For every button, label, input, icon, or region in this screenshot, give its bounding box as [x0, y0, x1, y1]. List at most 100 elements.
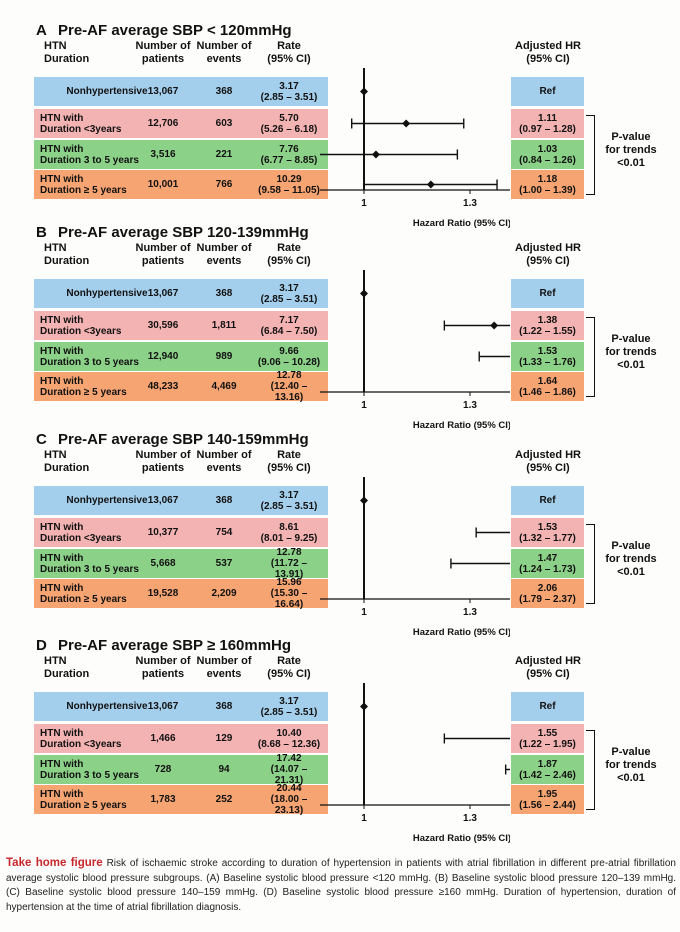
row-label-line: HTN with — [40, 758, 84, 770]
hr-value: Ref — [539, 288, 556, 299]
table-row: HTN with Duration <3years 1,466 129 10.40 (8.… — [34, 724, 328, 753]
rate-cell: 17.42 (14.07 – 21.31) — [256, 753, 322, 786]
rate-value: 9.66 — [279, 345, 299, 357]
header-duration: HTN Duration — [44, 242, 104, 268]
hr-ci: (1.32 – 1.77) — [519, 532, 576, 544]
hr-cell: 1.95 (1.56 – 2.44) — [511, 785, 584, 814]
header-patients: Number of patients — [130, 655, 196, 681]
p-value-line: <0.01 — [617, 157, 645, 169]
hr-cell: 1.64 (1.46 – 1.86) — [511, 372, 584, 401]
rate-value: 5.70 — [279, 112, 299, 124]
events-count: 766 — [215, 179, 233, 190]
rate-ci: (14.07 – 21.31) — [270, 764, 308, 786]
hr-text: 1.47 (1.24 – 1.73) — [511, 549, 584, 578]
row-label-line: HTN with — [40, 143, 84, 155]
events-count: 4,469 — [211, 381, 237, 392]
header-duration-line: Duration — [44, 255, 90, 267]
hr-cell: 1.38 (1.22 – 1.55) — [511, 311, 584, 340]
x-axis-label: Hazard Ratio (95% CI) — [413, 627, 510, 638]
row-label: HTN with Duration ≥ 5 years — [40, 785, 140, 814]
hr-cell: 1.11 (0.97 – 1.28) — [511, 109, 584, 138]
header-adjusted-hr-line: Adjusted HR — [515, 449, 581, 461]
events-count: 129 — [215, 733, 233, 744]
rate-ci: (8.68 – 12.36) — [257, 738, 321, 750]
hr-ci: (1.46 – 1.86) — [519, 386, 576, 398]
x-tick-label: 1.3 — [463, 400, 477, 411]
header-adjusted-hr-line: (95% CI) — [526, 255, 570, 267]
hr-text: 1.95 (1.56 – 2.44) — [511, 785, 584, 814]
hr-cell: 1.53 (1.32 – 1.77) — [511, 518, 584, 547]
hr-text: 1.55 (1.22 – 1.95) — [511, 724, 584, 753]
row-label: HTN with Duration 3 to 5 years — [40, 342, 140, 371]
hr-point — [360, 289, 368, 298]
rate-ci: (2.85 – 3.51) — [260, 91, 318, 103]
events-count: 1,811 — [211, 320, 237, 331]
rate-cell: 12.78 (11.72 – 13.91) — [256, 547, 322, 580]
hr-point — [360, 496, 368, 505]
header-rate-line: Rate — [277, 40, 301, 52]
header-adjusted-hr-line: (95% CI) — [526, 668, 570, 680]
rate-ci: (12.40 – 13.16) — [270, 381, 308, 403]
header-events-line: events — [206, 255, 242, 267]
p-value-line: <0.01 — [617, 566, 645, 578]
hr-text: 2.06 (1.79 – 2.37) — [511, 579, 584, 608]
row-label-line: Duration ≥ 5 years — [40, 386, 127, 398]
events-count: 368 — [215, 701, 233, 712]
row-label-line: Duration ≥ 5 years — [40, 184, 127, 196]
panel-letter: D — [36, 637, 47, 654]
row-label-line: Duration ≥ 5 years — [40, 593, 127, 605]
header-duration-line: HTN — [44, 40, 67, 52]
header-patients: Number of patients — [130, 40, 196, 66]
row-label: HTN with Duration 3 to 5 years — [40, 549, 140, 578]
hr-cell: 1.18 (1.00 – 1.39) — [511, 170, 584, 199]
header-duration-line: HTN — [44, 242, 67, 254]
rate-value: 12.78 — [276, 370, 302, 381]
hr-cell: Ref — [511, 692, 584, 721]
row-label-line: HTN with — [40, 173, 84, 185]
rate-ci: (18.00 – 23.13) — [270, 794, 308, 816]
events-count: 368 — [215, 288, 233, 299]
hr-cell: 2.06 (1.79 – 2.37) — [511, 579, 584, 608]
hr-value: 1.18 — [537, 173, 558, 185]
row-label-line: HTN with — [40, 582, 84, 594]
rate-ci: (2.85 – 3.51) — [260, 706, 318, 718]
header-adjusted-hr: Adjusted HR (95% CI) — [508, 655, 588, 681]
table-row: HTN with Duration 3 to 5 years 728 94 17.42(… — [34, 753, 328, 786]
header-rate: Rate (95% CI) — [256, 449, 322, 475]
hr-cell: 1.03 (0.84 – 1.26) — [511, 140, 584, 169]
hr-point — [426, 180, 435, 189]
hr-point — [371, 150, 380, 159]
table-row: HTN with Duration ≥ 5 years 10,001 766 10.29… — [34, 170, 328, 199]
header-rate-line: (95% CI) — [267, 53, 311, 65]
header-duration: HTN Duration — [44, 449, 104, 475]
header-duration: HTN Duration — [44, 655, 104, 681]
p-value-line: for trends — [605, 553, 657, 565]
p-value-trend: P-value for trends <0.01 — [598, 131, 664, 170]
events-count: 2,209 — [211, 588, 237, 599]
events-count: 221 — [215, 149, 233, 160]
forest-plot: 0.811.32Hazard Ratio (95% CI) — [320, 68, 510, 229]
hr-ci: (1.56 – 2.44) — [519, 799, 576, 811]
rate-value: 17.42 — [276, 753, 302, 764]
row-label-line: Duration <3years — [40, 532, 122, 544]
table-row: HTN with Duration ≥ 5 years 19,528 2,209 15.… — [34, 577, 328, 610]
rate-cell: 15.96 (15.30 – 16.64) — [256, 577, 322, 610]
rate-ci: (6.84 – 7.50) — [260, 325, 318, 337]
hr-value: Ref — [539, 701, 556, 712]
hr-ci: (1.42 – 2.46) — [519, 769, 576, 781]
panel-d: D Pre-AF average SBP ≥ 160mmHg HTN Duration… — [0, 637, 680, 847]
hr-value: 1.95 — [537, 788, 558, 800]
header-events-line: events — [206, 462, 242, 474]
table-row: HTN with Duration ≥ 5 years 1,783 252 20.44(… — [34, 783, 328, 816]
patients-count: 3,516 — [150, 149, 176, 160]
events-count: 603 — [215, 118, 233, 129]
header-rate: Rate (95% CI) — [256, 242, 322, 268]
p-value-trend: P-value for trends <0.01 — [598, 746, 664, 785]
rate-ci: (9.06 – 10.28) — [257, 356, 321, 368]
header-patients-line: patients — [141, 668, 185, 680]
x-tick-label: 1 — [361, 607, 367, 618]
rate-value: 20.44 — [276, 783, 302, 794]
x-axis-label: Hazard Ratio (95% CI) — [413, 218, 510, 229]
table-row: HTN with Duration <3years 10,377 754 8.61 (8.… — [34, 518, 328, 547]
rate-cell: 7.17 (6.84 – 7.50) — [256, 311, 322, 340]
